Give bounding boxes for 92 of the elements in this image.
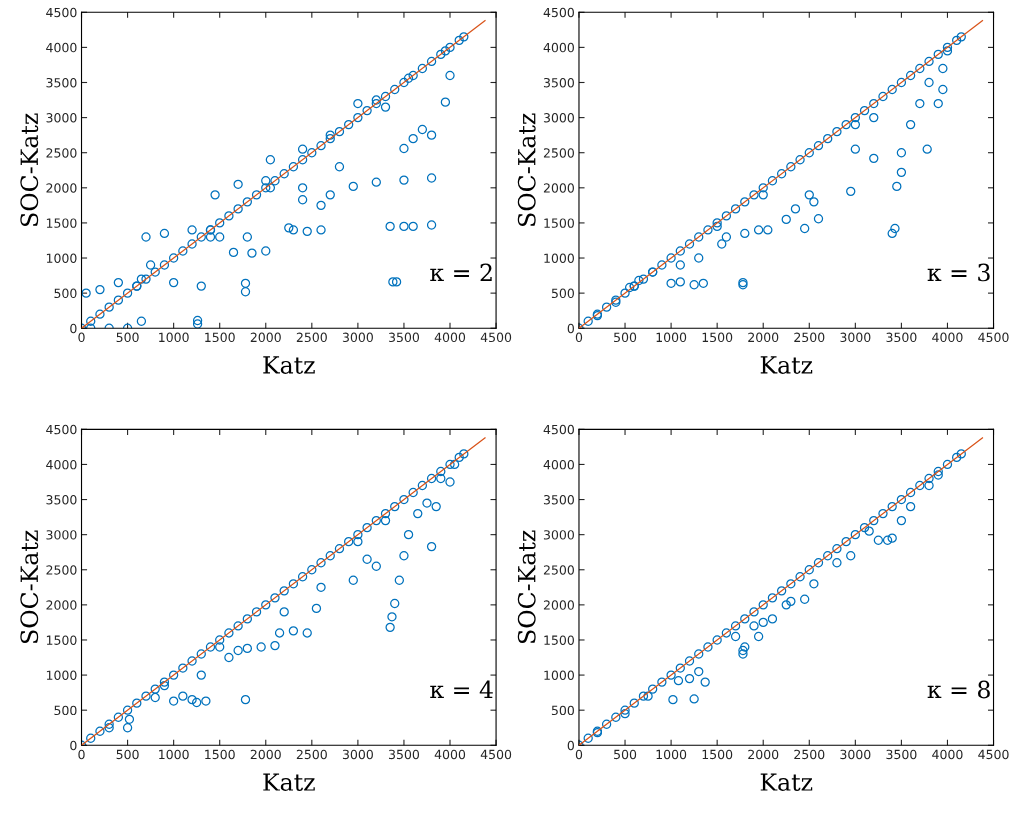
x-axis-title: Katz (263, 356, 315, 374)
annotation: κ = 8 (927, 680, 990, 699)
x-axis-title: Katz (760, 356, 813, 374)
y-axis-title: SOC-Katz (517, 530, 536, 643)
x-tick-label: 2500 (794, 749, 825, 760)
y-tick-label: 3500 (543, 77, 574, 88)
y-tick-label: 1500 (46, 218, 77, 228)
y-tick-label: 0 (567, 740, 574, 751)
x-tick-label: 3500 (388, 749, 420, 760)
y-tick-label: 4000 (543, 459, 574, 470)
y-axis-title: SOC-Katz (517, 113, 536, 226)
annotation: κ = 4 (430, 680, 493, 699)
x-tick-label: 3000 (840, 332, 871, 343)
y-tick-label: 4000 (46, 459, 77, 470)
y-tick-label: 3000 (543, 530, 574, 540)
y-tick-label: 500 (54, 705, 77, 716)
y-tick-label: 1000 (46, 253, 77, 263)
y-tick-label: 1500 (544, 218, 574, 228)
y-tick-label: 1000 (544, 253, 574, 263)
x-tick-label: 0 (78, 332, 85, 343)
x-tick-label: 3500 (886, 749, 917, 760)
x-tick-label: 4500 (480, 749, 512, 760)
y-tick-label: 0 (567, 323, 574, 334)
x-tick-label: 4500 (978, 749, 1009, 760)
x-tick-label: 3000 (342, 332, 373, 343)
y-tick-label: 1000 (544, 670, 574, 681)
y-axis-title: SOC-Katz (20, 530, 39, 643)
y-tick-label: 4500 (543, 7, 574, 18)
x-axis-title: Katz (760, 773, 813, 791)
x-tick-label: 0 (575, 332, 583, 343)
y-tick-label: 3500 (46, 495, 77, 505)
y-tick-label: 4000 (543, 42, 574, 53)
y-tick-label: 4000 (46, 42, 77, 53)
y-tick-label: 2500 (543, 565, 574, 575)
y-tick-label: 2500 (46, 565, 77, 575)
y-tick-label: 2500 (543, 148, 574, 158)
x-tick-label: 1500 (702, 332, 733, 343)
y-tick-label: 4500 (46, 7, 77, 18)
x-tick-label: 1000 (159, 749, 189, 760)
y-tick-label: 2500 (46, 148, 77, 158)
x-axis-title: Katz (263, 773, 315, 791)
x-tick-label: 2500 (296, 749, 327, 760)
x-tick-label: 1500 (205, 332, 235, 343)
x-tick-label: 500 (116, 749, 139, 760)
x-tick-label: 0 (78, 749, 85, 760)
y-tick-label: 500 (551, 705, 574, 716)
x-tick-label: 2000 (250, 332, 281, 343)
x-tick-label: 2500 (794, 332, 825, 343)
y-tick-label: 0 (70, 740, 77, 751)
x-tick-label: 500 (116, 332, 139, 343)
y-tick-label: 3500 (543, 495, 574, 505)
x-tick-label: 3500 (886, 332, 917, 343)
x-tick-label: 2000 (250, 749, 281, 760)
x-tick-label: 4500 (480, 332, 512, 343)
y-tick-label: 3000 (46, 113, 77, 123)
x-tick-label: 1000 (159, 332, 189, 343)
x-tick-label: 3000 (840, 749, 871, 760)
x-tick-label: 1500 (702, 749, 733, 760)
y-tick-label: 500 (54, 288, 77, 299)
y-tick-label: 4500 (543, 424, 574, 435)
y-tick-label: 0 (70, 323, 77, 334)
annotation: κ = 2 (430, 263, 492, 282)
x-tick-label: 3000 (342, 749, 373, 760)
annotation: κ = 3 (927, 263, 990, 282)
y-tick-label: 2000 (46, 183, 77, 193)
y-tick-label: 3000 (543, 113, 574, 123)
x-tick-label: 2500 (296, 332, 327, 343)
x-tick-label: 2000 (748, 749, 779, 760)
x-tick-label: 4500 (978, 332, 1009, 343)
x-tick-label: 500 (614, 749, 637, 760)
y-tick-label: 4500 (46, 424, 77, 435)
x-tick-label: 4000 (932, 332, 963, 343)
x-tick-label: 2000 (748, 332, 779, 343)
y-tick-label: 2000 (543, 183, 574, 193)
y-tick-label: 1500 (544, 635, 574, 645)
x-tick-label: 1000 (656, 332, 687, 343)
y-tick-label: 500 (551, 288, 574, 299)
y-tick-label: 1500 (46, 635, 77, 645)
x-tick-label: 1000 (656, 749, 687, 760)
y-tick-label: 3500 (46, 77, 77, 88)
x-tick-label: 3500 (388, 332, 420, 343)
x-tick-label: 4000 (932, 749, 963, 760)
y-tick-label: 1000 (46, 670, 77, 681)
y-tick-label: 3000 (46, 530, 77, 540)
y-axis-title: SOC-Katz (20, 113, 39, 226)
x-tick-label: 0 (575, 749, 583, 760)
x-tick-label: 1500 (205, 749, 235, 760)
y-tick-label: 2000 (543, 600, 574, 610)
x-tick-label: 500 (614, 332, 637, 343)
x-tick-label: 4000 (434, 749, 466, 760)
x-tick-label: 4000 (434, 332, 466, 343)
y-tick-label: 2000 (46, 600, 77, 610)
